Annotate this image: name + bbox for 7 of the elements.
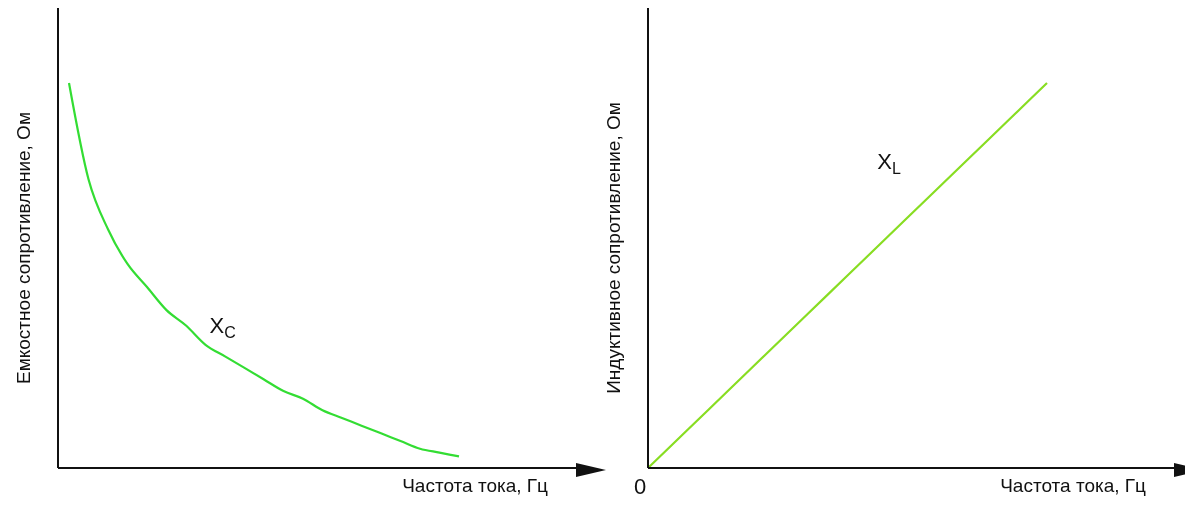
text: 0 [634,474,647,500]
series-label: X$_{L}$ [877,148,901,177]
x-axis-title: Частота тока, Гц [402,475,549,496]
y-axis-title: Индуктивное сопротивление, Ом [603,102,624,394]
y-axis-title: Емкостное сопротивление, Ом [13,112,34,384]
x-axis-title: Частота тока, Гц [1000,475,1147,496]
series-label: X$_{C}$ [209,312,236,341]
